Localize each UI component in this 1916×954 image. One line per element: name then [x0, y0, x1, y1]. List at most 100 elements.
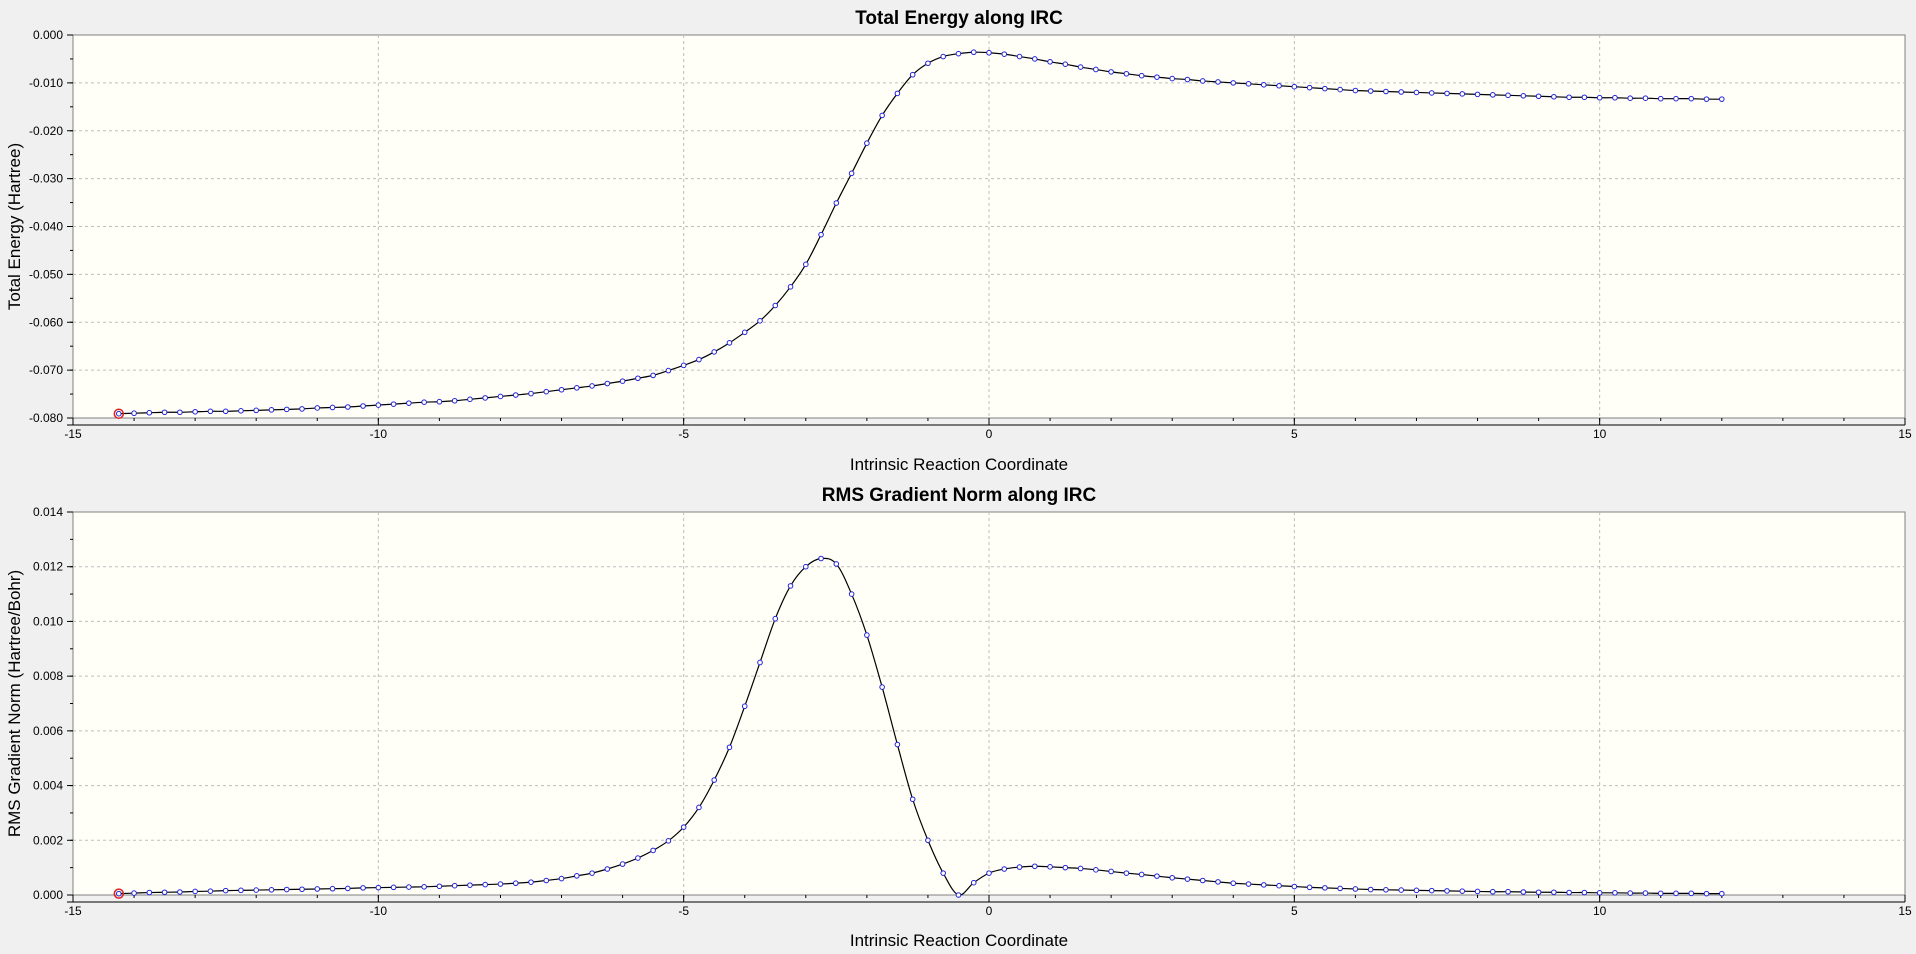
- data-point: [1062, 61, 1069, 68]
- data-point: [1169, 874, 1175, 881]
- data-point: [650, 372, 656, 379]
- data-point: [1322, 85, 1328, 92]
- y-tick-label: 0.000: [33, 888, 63, 902]
- data-point: [528, 390, 534, 397]
- data-point: [940, 870, 947, 876]
- data-point: [1596, 94, 1603, 101]
- data-point: [925, 60, 931, 67]
- y-tick-label: -0.040: [29, 220, 63, 234]
- data-point: [1535, 889, 1542, 896]
- data-point: [574, 873, 580, 879]
- data-point: [1184, 76, 1191, 83]
- data-point: [650, 847, 656, 854]
- data-point: [1199, 877, 1206, 884]
- data-point: [360, 885, 366, 891]
- data-point: [894, 741, 901, 748]
- data-point: [1276, 882, 1282, 889]
- data-point: [1719, 96, 1725, 102]
- data-point: [1154, 873, 1160, 879]
- data-point: [1032, 863, 1038, 870]
- data-point: [268, 887, 275, 893]
- data-point: [1016, 864, 1023, 870]
- data-point: [848, 591, 855, 597]
- x-tick-label: 15: [1898, 427, 1912, 441]
- y-tick-label: 0.002: [33, 833, 63, 847]
- data-point: [1505, 888, 1511, 895]
- data-point: [726, 340, 733, 346]
- data-point: [207, 408, 214, 415]
- data-point: [177, 409, 183, 416]
- x-tick-label: -15: [64, 427, 82, 441]
- data-point: [1047, 59, 1053, 65]
- data-point: [1169, 75, 1175, 82]
- data-point: [543, 388, 550, 395]
- y-tick-label: 0.008: [33, 669, 63, 683]
- x-tick-label: 0: [986, 904, 993, 918]
- data-point: [482, 881, 489, 888]
- data-point: [909, 796, 916, 803]
- data-point: [1230, 880, 1237, 887]
- data-point: [1673, 890, 1679, 897]
- data-point: [604, 380, 611, 387]
- data-point: [512, 880, 519, 887]
- data-point: [390, 884, 397, 891]
- data-point: [1688, 95, 1695, 102]
- data-point: [375, 402, 382, 408]
- x-tick-label: -10: [370, 904, 388, 918]
- x-tick-label: 10: [1593, 427, 1607, 441]
- data-point: [268, 407, 275, 413]
- data-point: [1719, 890, 1725, 897]
- data-point: [497, 881, 504, 887]
- x-axis-label: Intrinsic Reaction Coordinate: [850, 455, 1068, 474]
- data-point: [436, 398, 443, 405]
- data-point: [680, 824, 687, 830]
- data-point: [1444, 888, 1450, 894]
- y-tick-label: -0.020: [29, 124, 63, 138]
- data-point: [1612, 890, 1618, 896]
- data-point: [803, 261, 809, 268]
- data-point: [665, 367, 672, 374]
- data-point: [451, 397, 458, 404]
- data-point: [1138, 871, 1145, 878]
- data-point: [909, 71, 916, 78]
- data-point: [1535, 93, 1542, 100]
- x-tick-label: -5: [678, 904, 689, 918]
- data-point: [1047, 864, 1053, 870]
- data-point: [635, 855, 641, 861]
- data-point: [1413, 887, 1420, 894]
- data-point: [222, 887, 229, 894]
- data-point: [1566, 94, 1572, 101]
- data-point: [345, 885, 351, 892]
- data-point: [1505, 92, 1511, 99]
- data-point: [818, 555, 824, 562]
- data-point: [1215, 79, 1221, 85]
- data-point: [711, 777, 718, 783]
- data-point: [1367, 886, 1374, 893]
- chart-title: Total Energy along IRC: [855, 8, 1063, 29]
- data-point: [1474, 888, 1481, 895]
- data-point: [1581, 94, 1588, 101]
- data-point: [482, 395, 489, 401]
- data-point: [696, 356, 702, 363]
- data-point: [192, 888, 198, 895]
- data-point: [406, 884, 412, 890]
- data-point: [299, 886, 305, 893]
- data-point: [604, 866, 611, 872]
- data-point: [360, 403, 366, 409]
- data-point: [635, 375, 641, 382]
- data-point: [589, 870, 595, 876]
- data-point: [848, 170, 855, 177]
- data-point: [543, 877, 550, 884]
- data-point: [497, 393, 504, 400]
- data-point: [436, 883, 443, 890]
- y-tick-label: -0.050: [29, 267, 63, 281]
- data-point: [1520, 889, 1527, 895]
- y-tick-label: 0.006: [33, 724, 63, 738]
- data-point: [1490, 92, 1496, 98]
- x-tick-label: -10: [370, 427, 388, 441]
- data-point: [1032, 56, 1038, 62]
- data-point: [864, 140, 870, 146]
- data-point: [1367, 88, 1374, 94]
- data-point: [177, 889, 183, 895]
- data-point: [1444, 90, 1450, 97]
